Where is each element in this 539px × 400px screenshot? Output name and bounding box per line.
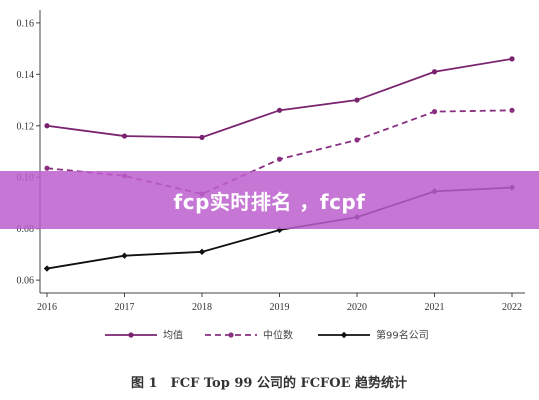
series-group — [44, 56, 515, 140]
legend-label: 均值 — [163, 329, 183, 342]
data-point — [431, 109, 438, 115]
chart-ticks: 0.060.080.100.120.140.162016201720182019… — [17, 18, 523, 313]
x-tick-label: 2022 — [502, 302, 522, 313]
data-point — [354, 97, 360, 103]
x-tick-label: 2016 — [37, 302, 57, 313]
y-tick-label: 0.08 — [17, 224, 35, 235]
x-tick-label: 2019 — [270, 302, 290, 313]
data-point — [276, 107, 283, 113]
data-point — [121, 133, 128, 139]
data-point — [44, 123, 50, 129]
data-point — [276, 156, 283, 162]
data-point — [43, 265, 51, 272]
data-point — [198, 248, 206, 256]
data-point — [121, 252, 128, 259]
x-tick-label: 2017 — [115, 302, 135, 313]
y-tick-label: 0.16 — [17, 18, 35, 29]
chart-caption: 图 1 FCF Top 99 公司的 FCFOE 趋势统计 — [131, 375, 407, 391]
y-tick-label: 0.12 — [17, 121, 35, 132]
y-tick-label: 0.06 — [17, 276, 35, 287]
data-point — [354, 137, 360, 143]
title-banner: fcp实时排名 ，fcpf — [0, 171, 539, 229]
legend-swatch-marker — [228, 332, 234, 338]
data-point — [199, 134, 205, 140]
series-line — [46, 57, 513, 139]
data-point — [44, 165, 50, 171]
legend-swatch-marker — [128, 332, 134, 338]
legend-label: 第99名公司 — [376, 329, 429, 342]
chart-axes — [39, 10, 525, 294]
data-point — [509, 56, 515, 62]
legend-label: 中位数 — [263, 329, 293, 342]
chart-series — [43, 56, 516, 272]
legend-swatch-marker — [340, 331, 348, 339]
banner-title: fcp实时排名 ，fcpf — [173, 189, 366, 214]
x-tick-label: 2018 — [192, 302, 212, 313]
data-point — [509, 107, 515, 113]
chart-legend: 均值 中位数 第99名公司 — [105, 329, 429, 342]
y-tick-label: 0.14 — [17, 70, 35, 81]
x-tick-label: 2020 — [347, 302, 367, 313]
data-point — [431, 69, 438, 75]
x-tick-label: 2021 — [425, 302, 445, 313]
